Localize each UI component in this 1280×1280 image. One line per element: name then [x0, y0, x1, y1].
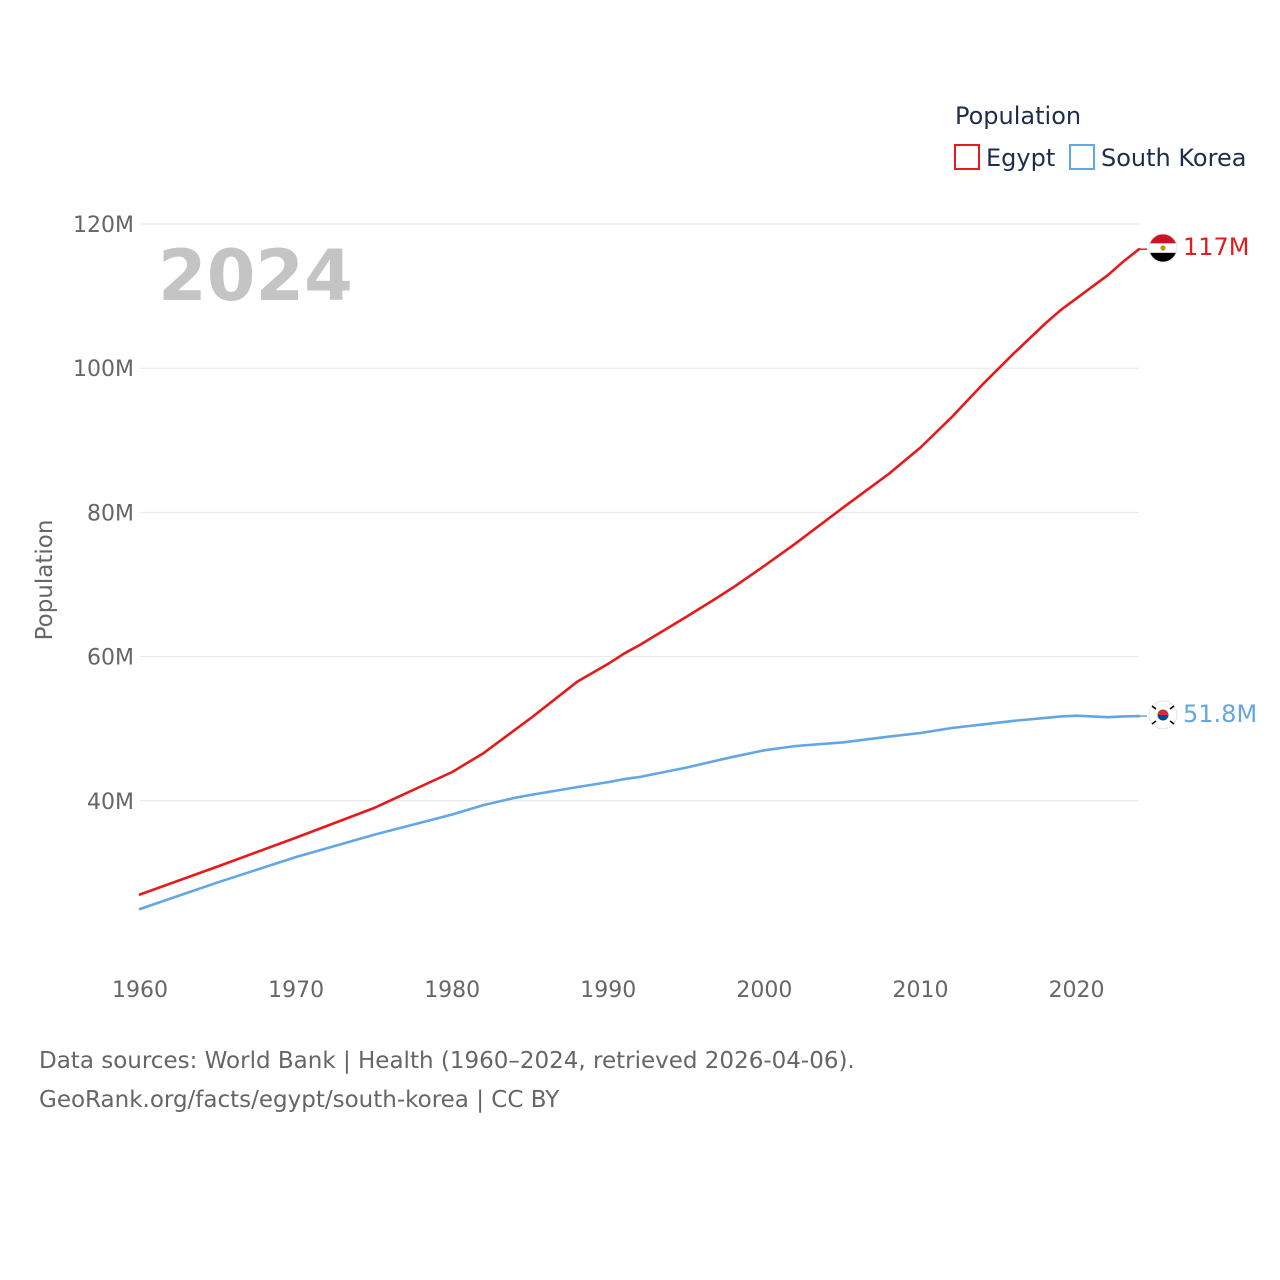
egypt-flag-icon	[1148, 233, 1178, 263]
x-tick-label: 1980	[424, 978, 480, 1003]
x-tick-label: 1970	[268, 978, 324, 1003]
x-axis: 1960 1970 1980 1990 2000 2010 2020	[112, 978, 1105, 1003]
grid	[140, 223, 1139, 802]
legend-label-south-korea[interactable]: South Korea	[1101, 144, 1246, 172]
south-korea-end-marker: 51.8M	[1148, 700, 1257, 730]
legend-label-egypt[interactable]: Egypt	[986, 144, 1055, 172]
year-overlay: 2024	[158, 235, 353, 317]
source-line-2: GeoRank.org/facts/egypt/south-korea | CC…	[39, 1087, 560, 1113]
y-tick-label: 40M	[87, 790, 134, 815]
y-axis-title: Population	[32, 520, 58, 641]
legend: Population Egypt South Korea	[954, 102, 1246, 172]
egypt-end-marker: 117M	[1148, 233, 1250, 263]
y-tick-label: 100M	[73, 357, 134, 382]
series-line-south-korea[interactable]	[138, 714, 1141, 911]
x-tick-label: 1960	[112, 978, 168, 1003]
y-tick-label: 60M	[87, 646, 134, 671]
y-tick-label: 80M	[87, 501, 134, 526]
series-line-egypt[interactable]	[138, 247, 1141, 896]
x-tick-label: 2000	[736, 978, 792, 1003]
south-korea-end-label: 51.8M	[1183, 700, 1257, 728]
south-korea-flag-icon	[1148, 700, 1178, 730]
legend-swatch-egypt[interactable]	[954, 144, 980, 170]
y-tick-label: 120M	[73, 213, 134, 238]
legend-title: Population	[955, 102, 1081, 130]
source-line-1: Data sources: World Bank | Health (1960–…	[39, 1048, 855, 1074]
series	[138, 247, 1147, 911]
x-tick-label: 2010	[892, 978, 948, 1003]
x-tick-label: 2020	[1049, 978, 1105, 1003]
legend-swatch-south-korea[interactable]	[1069, 144, 1095, 170]
x-tick-label: 1990	[580, 978, 636, 1003]
egypt-end-label: 117M	[1183, 233, 1250, 261]
y-axis: 40M 60M 80M 100M 120M	[73, 213, 134, 815]
